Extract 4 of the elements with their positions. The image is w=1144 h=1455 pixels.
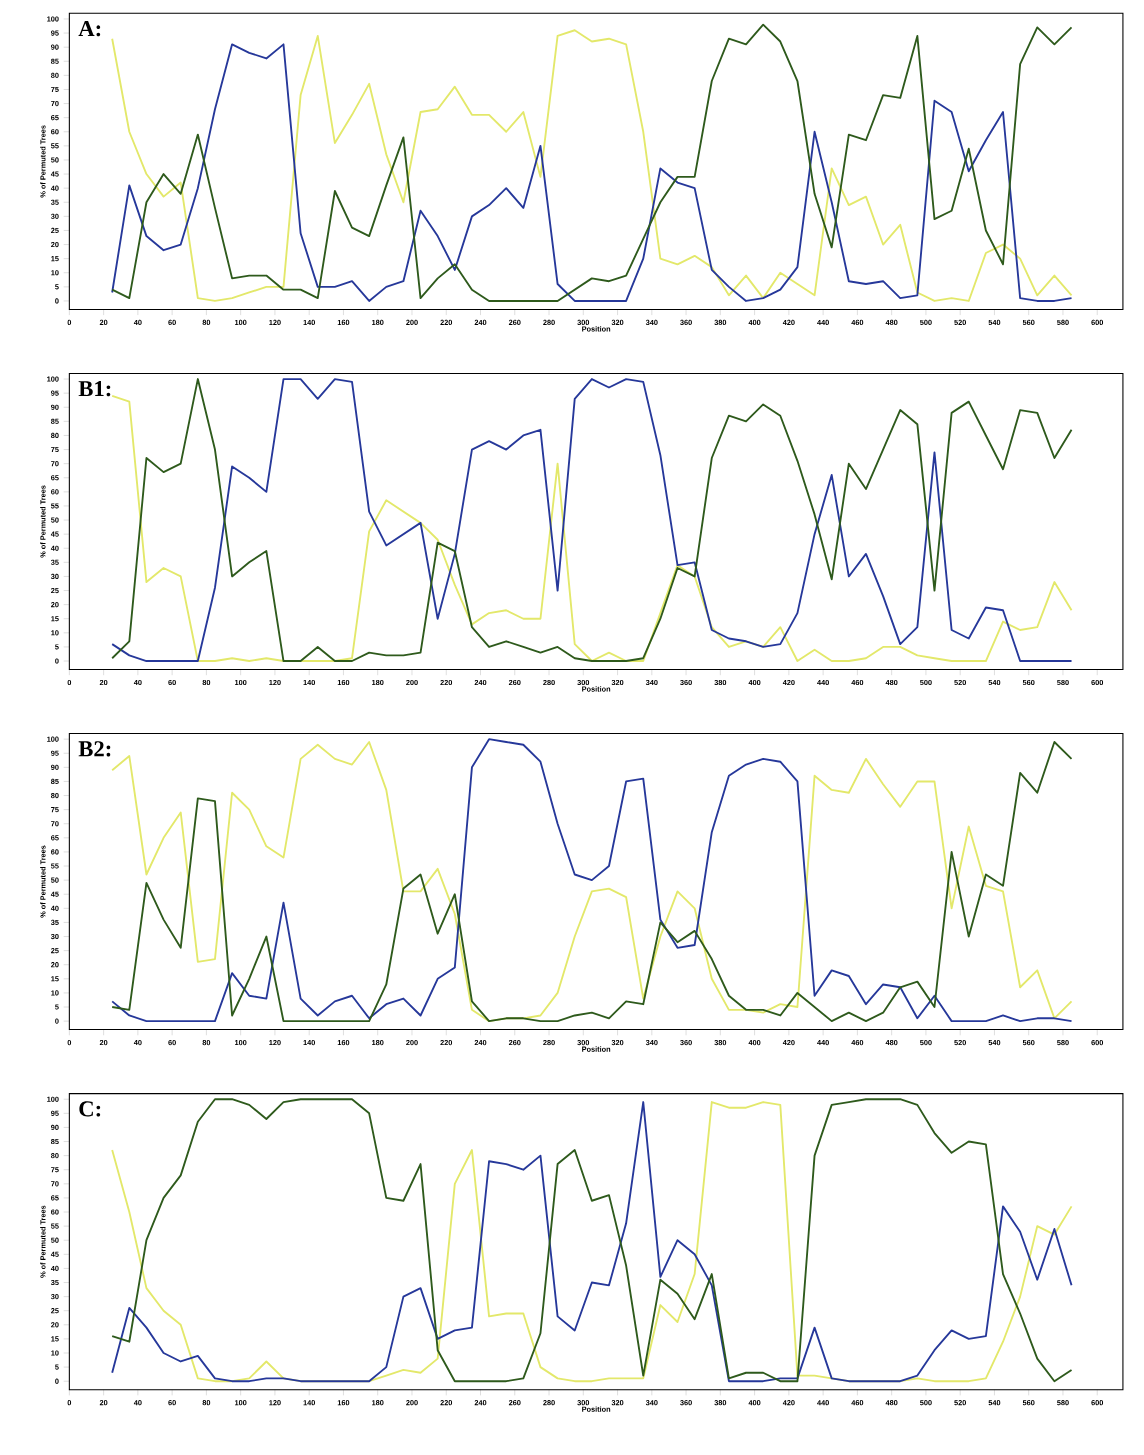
chart-title: B2:	[78, 741, 111, 757]
chart-title: B1:	[78, 381, 111, 397]
chart-title: C:	[79, 1101, 101, 1117]
chart-title: A:	[78, 21, 101, 37]
